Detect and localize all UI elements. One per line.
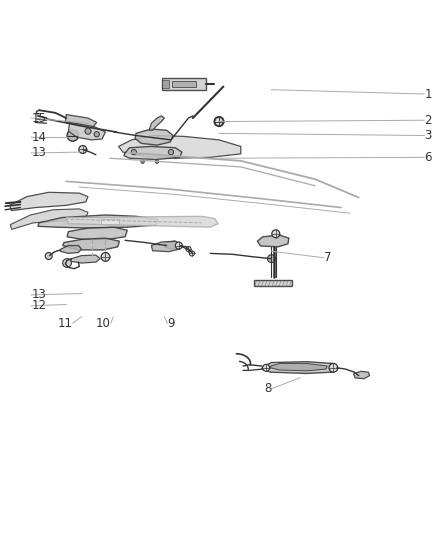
Circle shape xyxy=(268,255,276,263)
Text: 13: 13 xyxy=(31,147,46,159)
Polygon shape xyxy=(258,235,289,247)
Circle shape xyxy=(141,160,145,164)
Polygon shape xyxy=(67,227,127,239)
Polygon shape xyxy=(353,372,370,379)
Circle shape xyxy=(186,246,191,252)
Polygon shape xyxy=(124,147,182,159)
Polygon shape xyxy=(164,241,180,249)
Text: 9: 9 xyxy=(167,317,175,330)
Circle shape xyxy=(175,242,182,249)
Text: 7: 7 xyxy=(324,251,331,264)
Circle shape xyxy=(155,160,159,164)
Text: 13: 13 xyxy=(31,288,46,301)
Polygon shape xyxy=(60,246,81,253)
Text: 2: 2 xyxy=(424,114,432,127)
Circle shape xyxy=(189,251,194,256)
Circle shape xyxy=(67,130,78,141)
Polygon shape xyxy=(68,123,106,140)
Polygon shape xyxy=(119,135,241,158)
Text: 3: 3 xyxy=(424,129,431,142)
Text: 1: 1 xyxy=(424,87,432,101)
Circle shape xyxy=(94,132,99,137)
Circle shape xyxy=(63,259,71,268)
Polygon shape xyxy=(71,255,100,263)
Polygon shape xyxy=(11,209,88,229)
Text: 6: 6 xyxy=(424,151,432,164)
Polygon shape xyxy=(135,129,173,145)
Circle shape xyxy=(215,117,223,126)
Circle shape xyxy=(45,253,52,260)
Polygon shape xyxy=(262,362,337,374)
Polygon shape xyxy=(162,78,206,90)
Polygon shape xyxy=(63,238,120,250)
Circle shape xyxy=(85,128,91,134)
Polygon shape xyxy=(172,82,196,87)
Text: 12: 12 xyxy=(31,300,46,312)
Polygon shape xyxy=(65,115,97,128)
Polygon shape xyxy=(10,192,88,211)
Circle shape xyxy=(101,253,110,261)
Text: 14: 14 xyxy=(31,131,46,144)
Circle shape xyxy=(168,149,173,155)
Circle shape xyxy=(214,117,224,126)
Polygon shape xyxy=(101,220,119,224)
Polygon shape xyxy=(254,280,292,286)
Text: 10: 10 xyxy=(96,317,111,330)
Circle shape xyxy=(131,149,137,155)
Circle shape xyxy=(79,146,87,154)
Text: 15: 15 xyxy=(31,111,46,125)
Text: 8: 8 xyxy=(264,382,272,395)
Polygon shape xyxy=(151,241,182,252)
Circle shape xyxy=(272,230,280,238)
Polygon shape xyxy=(162,80,169,88)
Circle shape xyxy=(329,364,338,372)
Circle shape xyxy=(263,364,270,372)
Polygon shape xyxy=(38,215,158,228)
Polygon shape xyxy=(66,216,218,227)
Polygon shape xyxy=(271,364,327,371)
Text: 11: 11 xyxy=(58,317,73,330)
Polygon shape xyxy=(149,116,164,130)
